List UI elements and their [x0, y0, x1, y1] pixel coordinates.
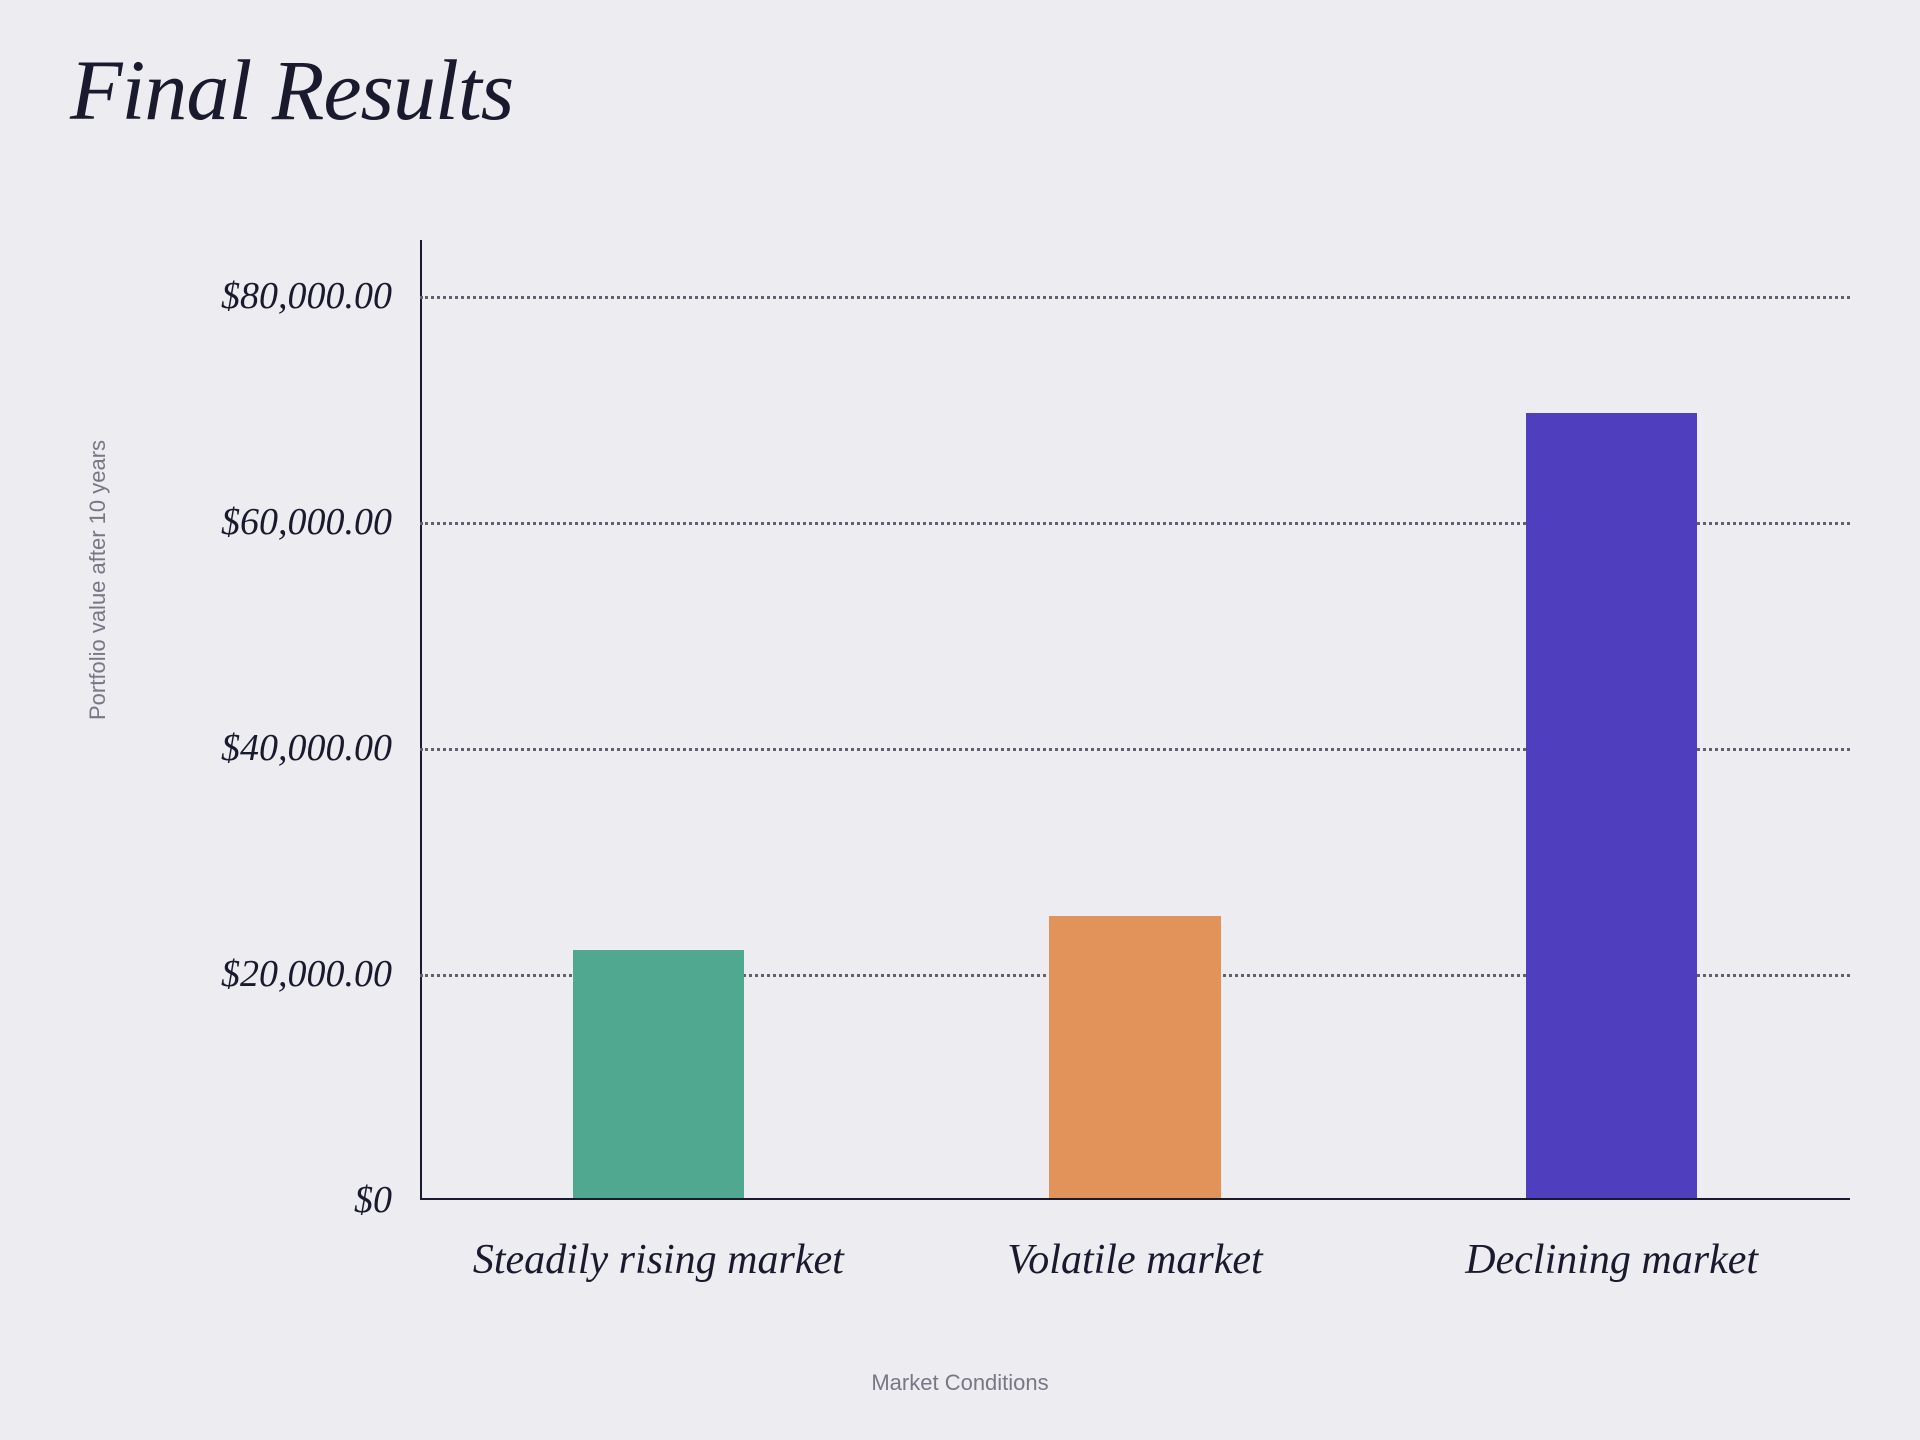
y-tick-label: $80,000.00: [221, 274, 392, 318]
bar: [573, 950, 745, 1198]
x-axis-label: Market Conditions: [871, 1370, 1048, 1396]
category-label: Declining market: [1465, 1236, 1758, 1284]
bar: [1049, 916, 1221, 1198]
y-tick-label: $40,000.00: [221, 726, 392, 770]
y-axis-label: Portfolio value after 10 years: [85, 440, 111, 720]
y-tick-label: $20,000.00: [221, 952, 392, 996]
gridline: [420, 296, 1850, 299]
y-tick-label: $60,000.00: [221, 500, 392, 544]
chart-plot-area: $0$20,000.00$40,000.00$60,000.00$80,000.…: [420, 240, 1850, 1200]
category-label: Steadily rising market: [473, 1236, 844, 1284]
category-label: Volatile market: [1007, 1236, 1262, 1284]
y-axis-line: [420, 240, 422, 1200]
y-tick-label: $0: [354, 1178, 392, 1222]
bar: [1526, 413, 1698, 1198]
x-axis-line: [420, 1198, 1850, 1200]
chart-title: Final Results: [70, 40, 513, 140]
